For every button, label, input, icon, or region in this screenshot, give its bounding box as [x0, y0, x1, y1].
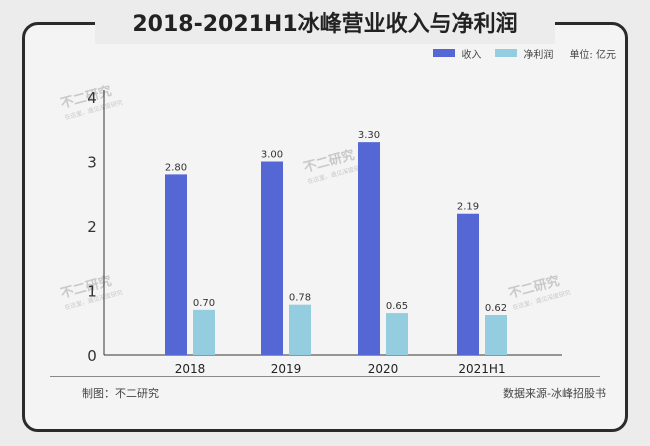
legend-item-revenue: 收入: [433, 46, 481, 61]
data-label-revenue: 2.19: [457, 202, 479, 213]
x-tick-label: 2020: [368, 362, 399, 376]
footer-source: 数据来源-冰峰招股书: [503, 387, 606, 400]
bar-revenue: [165, 174, 187, 355]
data-label-net-profit: 0.78: [289, 293, 311, 304]
legend-label-net-profit: 净利润: [523, 49, 554, 61]
chart-title: 2018-2021H1冰峰营业收入与净利润: [132, 12, 518, 37]
data-label-net-profit: 0.70: [193, 298, 215, 309]
legend-swatch-net-profit: [495, 49, 518, 57]
legend-item-net-profit: 净利润: [495, 46, 553, 61]
x-tick-label: 2021H1: [458, 362, 505, 376]
title-background: [95, 6, 555, 44]
y-tick-label: 4: [87, 89, 97, 107]
bar-revenue: [457, 213, 479, 355]
x-tick-label: 2019: [271, 362, 302, 376]
y-tick-label: 0: [87, 347, 97, 365]
footer-credit: 制图：不二研究: [82, 387, 159, 400]
bar-revenue: [358, 142, 380, 355]
bar-net-profit: [193, 309, 215, 355]
chart-legend: 收入 净利润 单位: 亿元: [419, 46, 616, 61]
data-label-net-profit: 0.62: [485, 303, 507, 314]
bar-revenue: [261, 161, 283, 355]
y-tick-label: 1: [87, 283, 97, 301]
data-label-net-profit: 0.65: [386, 301, 408, 312]
data-label-revenue: 3.30: [358, 130, 380, 141]
data-label-revenue: 2.80: [165, 162, 187, 173]
chart-card: [22, 22, 628, 432]
bar-net-profit: [485, 315, 507, 355]
footer-divider: [50, 376, 600, 377]
bar-net-profit: [386, 313, 408, 355]
bar-net-profit: [289, 304, 311, 355]
legend-swatch-revenue: [433, 49, 456, 57]
y-tick-label: 2: [87, 218, 97, 236]
legend-label-revenue: 收入: [461, 49, 482, 61]
x-tick-label: 2018: [175, 362, 206, 376]
unit-label: 单位: 亿元: [569, 49, 616, 61]
y-tick-label: 3: [87, 154, 97, 172]
data-label-revenue: 3.00: [261, 150, 283, 161]
